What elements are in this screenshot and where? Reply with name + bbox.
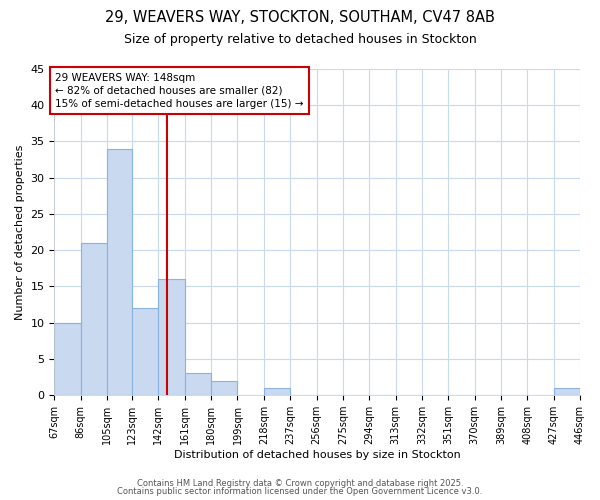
Bar bbox=[211, 380, 238, 395]
Bar bbox=[81, 243, 107, 395]
Bar bbox=[55, 322, 81, 395]
Text: 29 WEAVERS WAY: 148sqm
← 82% of detached houses are smaller (82)
15% of semi-det: 29 WEAVERS WAY: 148sqm ← 82% of detached… bbox=[55, 72, 304, 109]
Bar bbox=[264, 388, 290, 395]
Text: Contains HM Land Registry data © Crown copyright and database right 2025.: Contains HM Land Registry data © Crown c… bbox=[137, 478, 463, 488]
X-axis label: Distribution of detached houses by size in Stockton: Distribution of detached houses by size … bbox=[174, 450, 461, 460]
Bar bbox=[107, 148, 132, 395]
Bar bbox=[185, 374, 211, 395]
Bar bbox=[158, 279, 185, 395]
Y-axis label: Number of detached properties: Number of detached properties bbox=[15, 144, 25, 320]
Bar bbox=[132, 308, 158, 395]
Text: Contains public sector information licensed under the Open Government Licence v3: Contains public sector information licen… bbox=[118, 487, 482, 496]
Text: Size of property relative to detached houses in Stockton: Size of property relative to detached ho… bbox=[124, 32, 476, 46]
Text: 29, WEAVERS WAY, STOCKTON, SOUTHAM, CV47 8AB: 29, WEAVERS WAY, STOCKTON, SOUTHAM, CV47… bbox=[105, 10, 495, 25]
Bar bbox=[554, 388, 580, 395]
